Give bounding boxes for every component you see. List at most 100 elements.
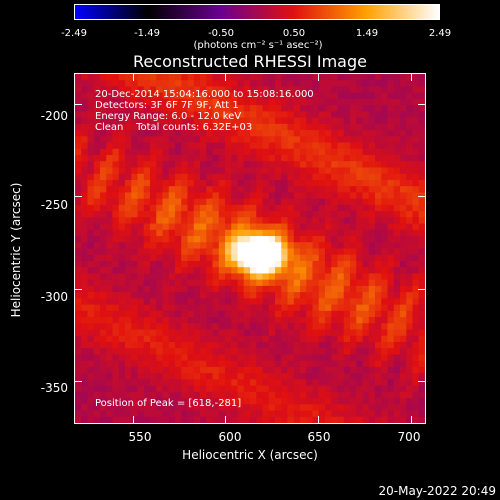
heatmap-cell bbox=[175, 86, 182, 94]
heatmap-cell bbox=[331, 285, 339, 293]
heatmap-cell bbox=[268, 217, 276, 225]
heatmap-cell bbox=[381, 292, 389, 299]
heatmap-cell bbox=[318, 74, 326, 81]
heatmap-cell bbox=[368, 379, 376, 387]
heatmap-cell bbox=[193, 292, 201, 299]
heatmap-cell bbox=[187, 254, 195, 262]
heatmap-cell bbox=[362, 298, 370, 306]
y-axis-label: Heliocentric Y (arcsec) bbox=[9, 182, 23, 318]
heatmap-cell bbox=[106, 130, 114, 137]
heatmap-cell bbox=[393, 373, 401, 380]
heatmap-cell bbox=[362, 242, 370, 250]
heatmap-cell bbox=[162, 373, 170, 380]
heatmap-cell bbox=[418, 98, 425, 106]
heatmap-cell bbox=[356, 92, 364, 100]
heatmap-cell bbox=[150, 142, 157, 150]
heatmap-cell bbox=[175, 186, 182, 194]
heatmap-cell bbox=[350, 155, 357, 162]
heatmap-cell bbox=[387, 211, 395, 218]
heatmap-cell bbox=[412, 80, 420, 88]
heatmap-cell bbox=[393, 105, 401, 112]
heatmap-cell bbox=[156, 366, 164, 374]
heatmap-cell bbox=[93, 292, 101, 299]
heatmap-cell bbox=[331, 335, 339, 343]
heatmap-cell bbox=[118, 304, 126, 312]
heatmap-cell bbox=[362, 186, 370, 194]
heatmap-cell bbox=[243, 366, 251, 374]
heatmap-cell bbox=[393, 304, 401, 312]
heatmap-cell bbox=[93, 323, 101, 331]
heatmap-cell bbox=[87, 254, 95, 262]
heatmap-cell bbox=[293, 211, 301, 218]
heatmap-cell bbox=[406, 179, 414, 187]
heatmap-cell bbox=[212, 142, 220, 150]
heatmap-cell bbox=[318, 273, 326, 281]
heatmap-cell bbox=[250, 248, 257, 256]
heatmap-cell bbox=[256, 260, 264, 268]
heatmap-cell bbox=[162, 105, 170, 112]
heatmap-cell bbox=[75, 398, 82, 405]
heatmap-cell bbox=[281, 248, 289, 256]
heatmap-cell bbox=[106, 366, 114, 374]
heatmap-cell bbox=[143, 341, 151, 349]
heatmap-cell bbox=[325, 204, 332, 212]
heatmap-cell bbox=[156, 248, 164, 256]
heatmap-cell bbox=[325, 236, 332, 243]
heatmap-cell bbox=[81, 360, 89, 368]
heatmap-cell bbox=[337, 236, 345, 243]
heatmap-cell bbox=[412, 86, 420, 94]
heatmap-cell bbox=[187, 173, 195, 181]
heatmap-cell bbox=[268, 74, 276, 81]
heatmap-cell bbox=[206, 74, 214, 81]
heatmap-cell bbox=[300, 310, 307, 318]
heatmap-cell bbox=[400, 198, 407, 206]
heatmap-cell bbox=[181, 117, 189, 125]
heatmap-cell bbox=[243, 304, 251, 312]
heatmap-cell bbox=[250, 329, 257, 337]
heatmap-cell bbox=[143, 155, 151, 162]
heatmap-cell bbox=[150, 236, 157, 243]
heatmap-cell bbox=[400, 304, 407, 312]
heatmap-cell bbox=[200, 186, 207, 194]
heatmap-cell bbox=[293, 161, 301, 169]
heatmap-cell bbox=[256, 123, 264, 131]
heatmap-cell bbox=[293, 148, 301, 156]
heatmap-cell bbox=[112, 161, 120, 169]
heatmap-cell bbox=[306, 360, 314, 368]
heatmap-cell bbox=[193, 123, 201, 131]
heatmap-cell bbox=[156, 148, 164, 156]
heatmap-cell bbox=[162, 236, 170, 243]
heatmap-cell bbox=[393, 74, 401, 81]
heatmap-cell bbox=[312, 354, 320, 362]
heatmap-cell bbox=[393, 111, 401, 119]
heatmap-cell bbox=[337, 173, 345, 181]
heatmap-cell bbox=[75, 223, 82, 231]
heatmap-cell bbox=[287, 410, 295, 418]
heatmap-cell bbox=[193, 354, 201, 362]
heatmap-cell bbox=[418, 366, 425, 374]
heatmap-cell bbox=[156, 341, 164, 349]
heatmap-cell bbox=[250, 111, 257, 119]
heatmap-cell bbox=[300, 217, 307, 225]
heatmap-cell bbox=[275, 329, 282, 337]
heatmap-cell bbox=[350, 385, 357, 393]
heatmap-cell bbox=[200, 310, 207, 318]
heatmap-cell bbox=[100, 298, 107, 306]
heatmap-cell bbox=[262, 74, 270, 81]
heatmap-cell bbox=[275, 155, 282, 162]
heatmap-cell bbox=[231, 130, 239, 137]
heatmap-cell bbox=[406, 92, 414, 100]
heatmap-cell bbox=[181, 317, 189, 324]
heatmap-cell bbox=[318, 285, 326, 293]
heatmap-cell bbox=[162, 148, 170, 156]
heatmap-cell bbox=[212, 173, 220, 181]
heatmap-cell bbox=[181, 204, 189, 212]
heatmap-cell bbox=[343, 173, 351, 181]
heatmap-cell bbox=[75, 179, 82, 187]
heatmap-cell bbox=[81, 292, 89, 299]
heatmap-cell bbox=[212, 111, 220, 119]
heatmap-cell bbox=[400, 279, 407, 287]
heatmap-cell bbox=[400, 179, 407, 187]
heatmap-cell bbox=[143, 179, 151, 187]
heatmap-cell bbox=[368, 242, 376, 250]
